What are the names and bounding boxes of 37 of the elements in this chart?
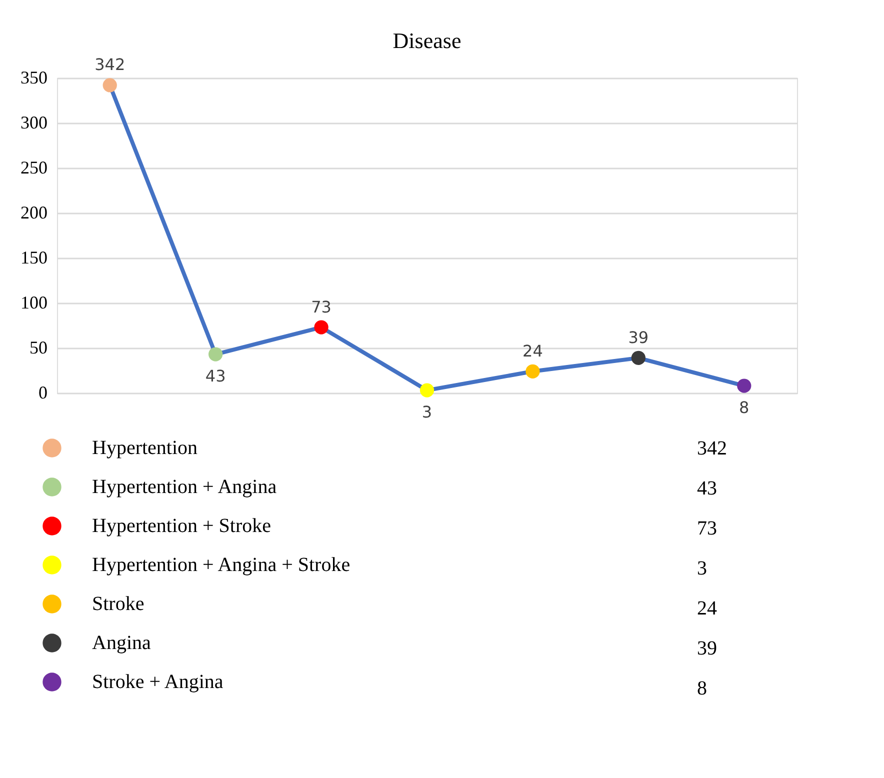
data-label: 3: [422, 402, 432, 422]
legend-label: Stroke + Angina: [92, 671, 224, 693]
data-label: 24: [522, 341, 543, 360]
y-tick-label: 150: [20, 248, 48, 268]
legend-label: Stroke: [92, 593, 144, 615]
y-tick-label: 250: [20, 158, 48, 178]
y-tick-label: 50: [30, 338, 48, 358]
point: [102, 78, 117, 92]
y-tick-label: 300: [20, 112, 48, 132]
point: [737, 378, 752, 393]
text: 8: [697, 678, 707, 700]
legend-label: Hypertention: [92, 437, 198, 459]
point: [314, 320, 328, 334]
text: 73: [697, 518, 717, 540]
data-label: 73: [311, 297, 332, 316]
legend-label: Hypertention + Angina + Stroke: [92, 554, 350, 576]
legend-label: Angina: [92, 632, 151, 654]
legend-label: Hypertention + Angina: [92, 476, 277, 498]
point: [631, 350, 646, 365]
data-label: 43: [205, 366, 226, 386]
y-tick-label: 100: [20, 292, 48, 312]
data-label: 39: [628, 328, 649, 347]
data-label: 8: [739, 398, 750, 417]
point: [208, 347, 223, 362]
text: 39: [697, 638, 717, 660]
text: 3: [697, 558, 707, 580]
point: [420, 383, 434, 398]
y-tick-label: 200: [20, 202, 48, 222]
text: 43: [697, 478, 717, 500]
text: 342: [697, 438, 727, 460]
text: 24: [697, 598, 717, 620]
data-label: 342: [94, 55, 126, 74]
y-tick-label: 350: [20, 68, 48, 88]
chart-title: Disease: [392, 28, 462, 54]
legend-label: Hypertention + Stroke: [92, 515, 272, 537]
y-tick-label: 0: [38, 382, 48, 402]
point: [526, 364, 540, 378]
